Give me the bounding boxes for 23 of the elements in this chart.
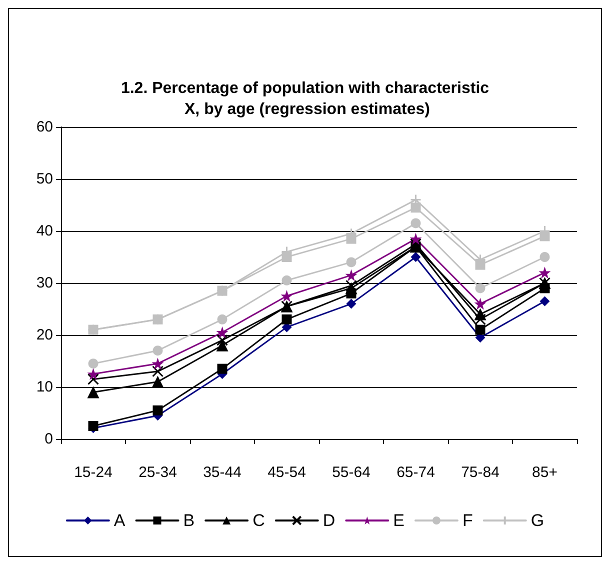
x-tick-label: 75-84 xyxy=(461,464,500,481)
x-tick-label: 55-64 xyxy=(332,464,370,481)
legend-label: F xyxy=(462,511,473,530)
legend-label: D xyxy=(322,511,336,530)
y-tick-label: 10 xyxy=(36,378,53,396)
y-tick-label: 30 xyxy=(36,274,53,292)
legend-label: B xyxy=(183,511,195,530)
y-tick-label: 20 xyxy=(36,326,53,344)
x-tick-label: 65-74 xyxy=(396,464,435,481)
y-tick-label: 0 xyxy=(44,430,53,448)
x-tick-label: 15-24 xyxy=(74,464,112,481)
legend-label: E xyxy=(393,511,404,530)
y-tick-label: 50 xyxy=(36,170,53,188)
legend-label: C xyxy=(252,511,265,530)
y-tick-label: 60 xyxy=(36,118,53,136)
x-tick-label: 85+ xyxy=(532,464,558,481)
chart-title: 1.2. Percentage of population with characteristic X, by age (regression estimates) xyxy=(120,80,490,118)
legend-label: A xyxy=(114,511,126,530)
legend-label: G xyxy=(530,511,544,530)
x-tick-label: 25-34 xyxy=(138,464,177,481)
x-tick-label: 45-54 xyxy=(268,464,306,481)
y-tick-label: 40 xyxy=(36,222,53,240)
x-tick-label: 35-44 xyxy=(203,464,242,481)
